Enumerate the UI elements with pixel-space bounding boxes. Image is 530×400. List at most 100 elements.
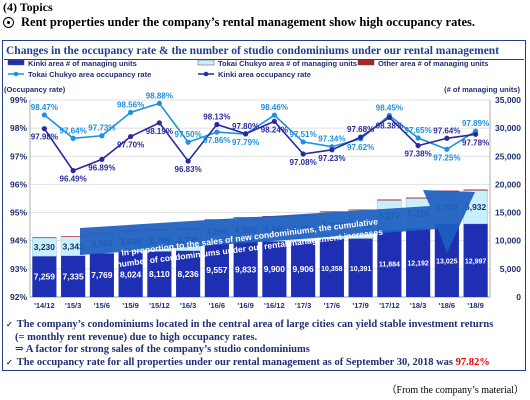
tokai-rate-point — [41, 112, 47, 118]
bar-label-kinki: 12,997 — [465, 258, 487, 265]
x-tick-label: '15/6 — [94, 301, 110, 310]
bar-label-kinki: 9,833 — [235, 264, 257, 274]
bar-kinki-units — [233, 241, 258, 297]
bar-kinki-units — [262, 241, 287, 297]
x-tick-label: '17/6 — [324, 301, 340, 310]
x-tick-label: '15/3 — [65, 301, 81, 310]
note-3: ⇒ A factor for strong sales of the compa… — [15, 344, 310, 355]
tokai-rate-point — [444, 146, 450, 152]
legend-kinki-units-label: Kinki area # of managing units — [28, 59, 137, 68]
source-note: （From the company’s material） — [386, 385, 524, 396]
check-icon: ✓ — [6, 320, 13, 329]
headline: Rent properties under the company’s rent… — [3, 15, 475, 30]
kinki-rate-point — [473, 131, 479, 137]
kinki-rate-label: 97.80% — [232, 122, 259, 131]
right-tick-label: 25,000 — [495, 151, 521, 161]
right-tick-label: 35,000 — [495, 95, 521, 105]
kinki-rate-label: 97.68% — [347, 125, 374, 134]
x-tick-label: '18/3 — [410, 301, 426, 310]
bar-label-kinki: 12,192 — [407, 261, 429, 268]
kinki-rate-point — [386, 114, 392, 121]
right-tick-label: 5,000 — [500, 264, 522, 274]
left-tick-label: 99% — [10, 95, 27, 105]
growth-arrow — [80, 190, 475, 255]
title-divider — [4, 59, 524, 60]
tokai-rate-label: 98.47% — [31, 103, 58, 112]
bar-label-kinki: 10,391 — [350, 266, 372, 273]
bar-label-kinki: 8,110 — [149, 269, 170, 279]
bar-label-kinki: 11,884 — [379, 262, 400, 269]
bar-label-kinki: 9,906 — [292, 264, 314, 274]
bar-other-units — [377, 199, 402, 201]
bar-label-kinki: 10,358 — [321, 266, 343, 273]
occupancy-rate-value: 97.82% — [455, 356, 490, 368]
kinki-rate-point — [243, 131, 249, 137]
notes-block: ✓ The company’s condominiums located in t… — [6, 319, 521, 369]
tokai-rate-point — [214, 129, 220, 135]
left-tick-label: 92% — [10, 292, 27, 302]
x-tick-label: '15/9 — [122, 301, 138, 310]
note-1-text: The company’s condominiums located in th… — [16, 319, 494, 330]
kinki-rate-point — [271, 118, 277, 124]
tokai-rate-label: 97.73% — [88, 124, 115, 133]
x-tick-label: '16/6 — [209, 301, 225, 310]
tokai-rate-line — [43, 102, 477, 151]
bar-kinki-units — [319, 238, 344, 297]
tokai-rate-label: 98.46% — [261, 103, 288, 112]
kinki-rate-label: 96.49% — [60, 175, 87, 184]
left-tick-label: 98% — [10, 123, 27, 133]
bar-kinki-units — [204, 243, 229, 297]
x-tick-label: '16/9 — [237, 301, 253, 310]
tokai-rate-label: 98.56% — [117, 100, 144, 109]
bar-kinki-units — [118, 251, 143, 297]
bar-other-units — [32, 237, 57, 238]
kinki-rate-point — [185, 158, 191, 164]
kinki-rate-point — [99, 156, 105, 162]
bar-label-tokai: 5,932 — [465, 202, 487, 212]
bar-kinki-units — [176, 250, 201, 297]
tokai-rate-label: 97.51% — [290, 130, 317, 139]
tokai-rate-point — [99, 133, 105, 139]
kinki-rate-point — [415, 142, 421, 149]
bar-kinki-units — [32, 256, 57, 297]
chart-title: Changes in the occupancy rate & the numb… — [6, 45, 500, 57]
section-number: (4) Topics — [3, 0, 53, 14]
kinki-rate-line — [43, 116, 476, 172]
kinki-rate-label: 97.64% — [433, 126, 460, 135]
bar-label-kinki: 8,024 — [120, 269, 142, 279]
x-tick-label: '18/9 — [467, 301, 483, 310]
x-tick-label: '16/3 — [180, 301, 196, 310]
kinki-rate-point — [300, 151, 306, 157]
bar-label-kinki: 9,557 — [206, 265, 228, 275]
tokai-rate-label: 97.79% — [232, 138, 259, 147]
tokai-rate-label: 97.65% — [405, 126, 432, 135]
bar-label-kinki: 8,236 — [177, 269, 199, 279]
tokai-rate-label: 98.88% — [146, 91, 173, 100]
note-4-text: The occupancy rate for all properties un… — [16, 356, 456, 368]
bar-kinki-units — [291, 241, 316, 297]
tokai-rate-label: 97.64% — [60, 126, 87, 135]
legend-other-units-label: Other area # of managing units — [378, 59, 488, 68]
right-tick-label: 30,000 — [495, 123, 521, 133]
kinki-rate-point — [70, 168, 76, 174]
kinki-rate-label: 98.24% — [261, 125, 288, 134]
bar-other-units — [463, 189, 488, 191]
x-tick-label: '16/12 — [264, 301, 285, 310]
bar-kinki-units — [89, 253, 114, 297]
left-tick-label: 94% — [10, 236, 27, 246]
kinki-rate-label: 97.78% — [462, 138, 489, 147]
bar-label-kinki: 7,335 — [62, 271, 84, 281]
bar-label-kinki: 7,769 — [91, 270, 113, 280]
bar-label-kinki: 7,259 — [34, 272, 56, 282]
x-tick-label: '18/6 — [439, 301, 455, 310]
kinki-rate-label: 98.13% — [203, 112, 230, 121]
bar-other-units — [348, 209, 373, 211]
legend-tokai-rate-label: Tokai Chukyo area occupancy rate — [28, 70, 151, 79]
kinki-rate-label: 97.08% — [290, 158, 317, 167]
x-tick-label: '17/9 — [352, 301, 368, 310]
bar-kinki-units — [406, 228, 431, 297]
tokai-rate-label: 97.34% — [318, 135, 345, 144]
tokai-rate-point — [70, 135, 76, 141]
kinki-rate-label: 98.19% — [146, 127, 173, 136]
